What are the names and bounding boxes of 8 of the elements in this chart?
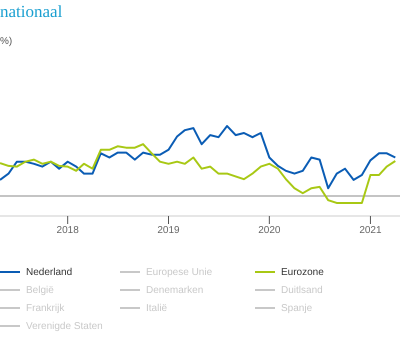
legend-label: Nederland — [26, 266, 72, 278]
chart-title: nationaal — [0, 2, 62, 22]
x-tick-label: 2020 — [258, 225, 281, 236]
text: %) — [0, 36, 12, 47]
x-tick-label: 2018 — [56, 225, 80, 236]
legend-label: Eurozone — [281, 266, 324, 278]
x-tick-label: 2021 — [359, 225, 382, 236]
x-tick-label: 2019 — [157, 225, 180, 236]
